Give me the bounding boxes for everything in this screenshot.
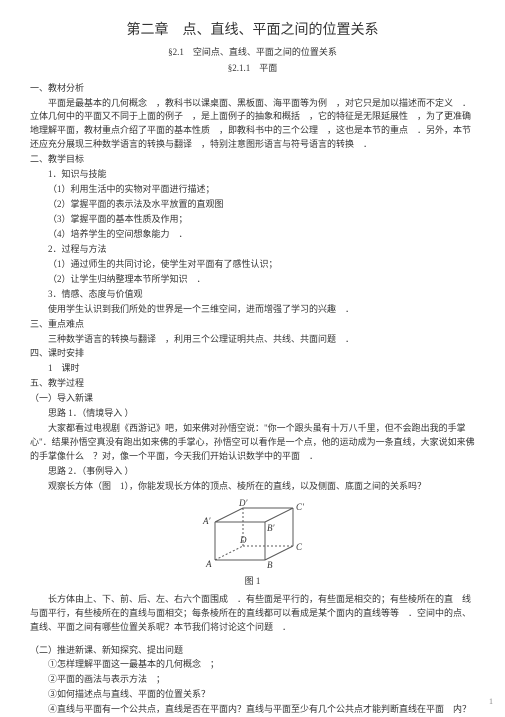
goal-2a: （1）通过师生的共同讨论，使学生对平面有了感性认识； (30, 258, 475, 272)
para-3-1: 三种数学语言的转换与翻译 ，利用三个公理证明共点、共线、共面问题 ． (30, 333, 475, 347)
chapter-title: 第二章 点、直线、平面之间的位置关系 (30, 20, 475, 42)
goal-1d: （4）培养学生的空间想象能力 ． (30, 228, 475, 242)
para-a-2: 观察长方体（图 1），你能发现长方体的顶点、棱所在的直线，以及侧面、底面之间的关… (30, 480, 475, 494)
section-prefix-2: §2.1.1 (228, 63, 251, 73)
svg-text:C: C (296, 542, 303, 552)
goal-3-head: 3．情感、态度与价值观 (30, 288, 475, 302)
page-number: 1 (489, 696, 493, 708)
goal-1b: （2）掌握平面的表示法及水平放置的直观图 (30, 198, 475, 212)
section-rest-2: 平面 (259, 63, 277, 73)
sub-a-head: （一）导入新课 (30, 392, 475, 406)
goal-2-head: 2．过程与方法 (30, 243, 475, 257)
sub-b-head: （二）推进新课、新知探究、提出问题 (30, 644, 475, 658)
para-a-1: 大家都看过电视剧《西游记》吧，如来佛对孙悟空说："你一个跟头虽有十万八千里，但不… (30, 422, 475, 464)
svg-text:A′: A′ (202, 516, 211, 526)
idea-2: 思路 2．（事例导入 ） (30, 465, 475, 479)
question-3: ③如何描述点与直线、平面的位置关系？ (30, 688, 475, 702)
para-a-3: 长方体由上、下、前、后、左、右六个面围成 ．有些面是平行的，有些面是相交的；有些… (30, 593, 475, 635)
heading-1: 一、教材分析 (30, 82, 475, 96)
question-1: ①怎样理解平面这一最基本的几何概念 ； (30, 658, 475, 672)
goal-1-head: 1．知识与技能 (30, 168, 475, 182)
heading-3: 三、重点难点 (30, 318, 475, 332)
goal-1a: （1）利用生活中的实物对平面进行描述； (30, 183, 475, 197)
svg-text:B: B (267, 560, 273, 570)
svg-text:C′: C′ (296, 502, 305, 512)
svg-text:B′: B′ (267, 523, 275, 533)
goal-1c: （3）掌握平面的基本性质及作用； (30, 213, 475, 227)
para-1-1: 平面是最基本的几何概念 ，教科书以课桌面、黑板面、海平面等为例 ，对它只是加以描… (30, 97, 475, 153)
svg-text:A: A (205, 559, 212, 569)
question-4: ④直线与平面有一个公共点，直线是否在平面内？直线与平面至少有几个公共点才能判断直… (30, 703, 475, 717)
heading-5: 五、教学过程 (30, 377, 475, 391)
section-title-1: §2.1 空间点、直线、平面之间的位置关系 (30, 46, 475, 60)
goal-3a: 使用学生认识到我们所处的世界是一个三维空间，进而增强了学习的兴趣 ． (30, 303, 475, 317)
goal-2b: （2）让学生归纳整理本节所学知识 ． (30, 273, 475, 287)
svg-text:D′: D′ (238, 498, 248, 508)
para-4-1: 1 课时 (30, 362, 475, 376)
section-prefix-1: §2.1 (168, 47, 184, 57)
section-title-2: §2.1.1 平面 (30, 62, 475, 76)
heading-2: 二、教学目标 (30, 153, 475, 167)
figure-caption: 图 1 (30, 575, 475, 589)
figure-1: A B C D A′ B′ C′ D′ 图 1 (30, 498, 475, 589)
heading-4: 四、课时安排 (30, 347, 475, 361)
section-rest-1: 空间点、直线、平面之间的位置关系 (193, 47, 337, 57)
idea-1: 思路 1．（情境导入 ） (30, 407, 475, 421)
question-2: ②平面的画法与表示方法 ； (30, 673, 475, 687)
svg-text:D: D (239, 535, 247, 545)
